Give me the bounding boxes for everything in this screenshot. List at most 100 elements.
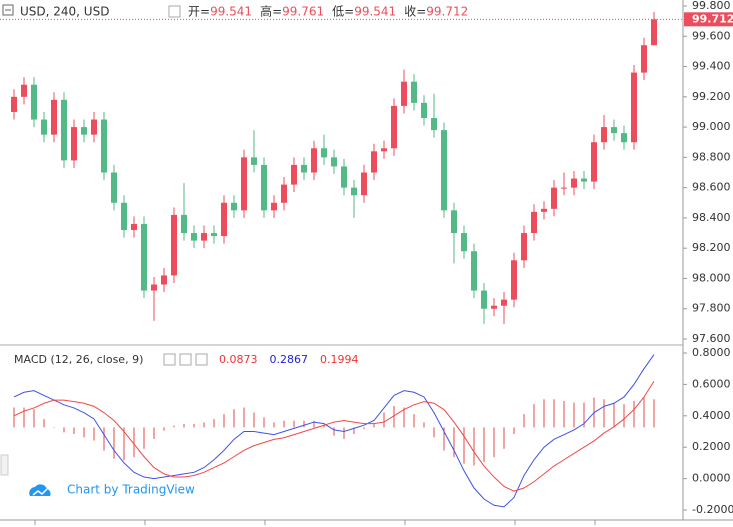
candle-body	[411, 81, 417, 103]
histogram-bar	[213, 419, 215, 428]
histogram-bar	[103, 427, 105, 451]
histogram-bar	[503, 427, 505, 449]
candle-body	[361, 172, 367, 196]
candle-body	[131, 223, 137, 231]
y-tick-label: 98.800	[692, 150, 731, 163]
histogram-bar	[263, 417, 265, 428]
histogram-bar	[583, 402, 585, 428]
y-tick-label: 99.600	[692, 29, 731, 42]
candle-body	[41, 119, 47, 135]
ohlc-label: 开=	[188, 5, 210, 19]
histogram-bar	[183, 424, 185, 428]
candle-body	[91, 119, 97, 135]
candle-body	[21, 84, 27, 97]
ohlc-value: 99.541	[354, 5, 396, 19]
eye-icon[interactable]	[168, 5, 181, 18]
histogram-bar	[553, 399, 555, 428]
candle-body	[211, 233, 217, 237]
candle-body	[421, 102, 427, 119]
histogram-bar	[343, 427, 345, 439]
watermark[interactable]: Chart by TradingView	[67, 483, 195, 497]
candle-body	[121, 202, 127, 231]
candle-body	[321, 148, 327, 158]
candle-body	[51, 99, 57, 135]
indicator-value: 0.1994	[320, 353, 359, 366]
histogram-bar	[43, 419, 45, 428]
candle-body	[221, 202, 227, 237]
histogram-bar	[153, 427, 155, 439]
histogram-bar	[403, 407, 405, 428]
histogram-bar	[443, 427, 445, 451]
histogram-bar	[623, 404, 625, 428]
histogram-bar	[173, 425, 175, 428]
candle-body	[11, 96, 17, 112]
macd-line	[13, 354, 655, 508]
y-tick-label: 97.600	[692, 332, 731, 345]
histogram-bar	[163, 427, 165, 431]
histogram-bar	[303, 420, 305, 428]
collapse-icon[interactable]	[2, 4, 14, 16]
ohlc-legend: 开= 99.541 高= 99.761 低= 99.541 收= 99.712	[188, 4, 468, 19]
candle-body	[441, 130, 447, 211]
histogram-bar	[393, 405, 395, 428]
histogram-bar	[23, 407, 25, 428]
candle-body	[111, 172, 117, 203]
candle-body	[531, 211, 537, 234]
eye-icon[interactable]	[163, 353, 176, 366]
histogram-bar	[53, 427, 55, 428]
candle-body	[331, 157, 337, 167]
y-tick-label: 99.400	[692, 60, 731, 73]
y-tick-label: 97.800	[692, 302, 731, 315]
candle-body	[241, 157, 247, 211]
candle-body	[251, 157, 257, 165]
candle-body	[201, 233, 207, 241]
histogram-bar	[413, 414, 415, 428]
y-tick-label: 0.2000	[692, 440, 731, 453]
histogram-bar	[323, 425, 325, 428]
histogram-bar	[63, 427, 65, 433]
histogram-bar	[243, 407, 245, 428]
histogram-bar	[523, 414, 525, 428]
histogram-bar	[423, 422, 425, 428]
candle-body	[621, 133, 627, 143]
ohlc-value: 99.712	[426, 5, 468, 19]
candle-body	[351, 187, 357, 196]
y-tick-label: 0.0000	[692, 472, 731, 485]
histogram-bar	[113, 427, 115, 459]
settings-icon[interactable]	[179, 353, 192, 366]
candle-body	[431, 118, 437, 131]
candle-body	[471, 251, 477, 291]
candle-body	[501, 299, 507, 306]
ohlc-label: 高=	[260, 4, 282, 19]
ohlc-value: 99.761	[282, 5, 324, 19]
histogram-bar	[613, 402, 615, 428]
candle-body	[171, 214, 177, 276]
time-ticks	[34, 520, 596, 525]
histogram-bar	[233, 409, 235, 428]
candle-body	[461, 233, 467, 252]
histogram-bar	[473, 427, 475, 466]
y-tick-label: 0.4000	[692, 409, 731, 422]
candle-body	[341, 166, 347, 188]
histogram-bar	[313, 420, 315, 428]
candle-body	[451, 210, 457, 234]
candle-body	[551, 187, 557, 209]
macd-title: MACD (12, 26, close, 9)	[14, 353, 143, 366]
candle-body	[281, 184, 287, 203]
histogram-bar	[83, 427, 85, 438]
candle-body	[481, 290, 487, 309]
histogram-bar	[653, 399, 655, 428]
candle-body	[291, 164, 297, 185]
close-icon[interactable]	[195, 353, 208, 366]
histogram-bar	[533, 404, 535, 428]
candle-body	[191, 233, 197, 241]
histogram-bar	[283, 420, 285, 428]
candle-body	[511, 260, 517, 300]
y-tick-label: 99.000	[692, 120, 731, 133]
side-handle[interactable]	[0, 454, 9, 476]
histogram-bar	[573, 402, 575, 428]
histogram-bar	[513, 427, 515, 434]
histogram-bar	[223, 414, 225, 428]
